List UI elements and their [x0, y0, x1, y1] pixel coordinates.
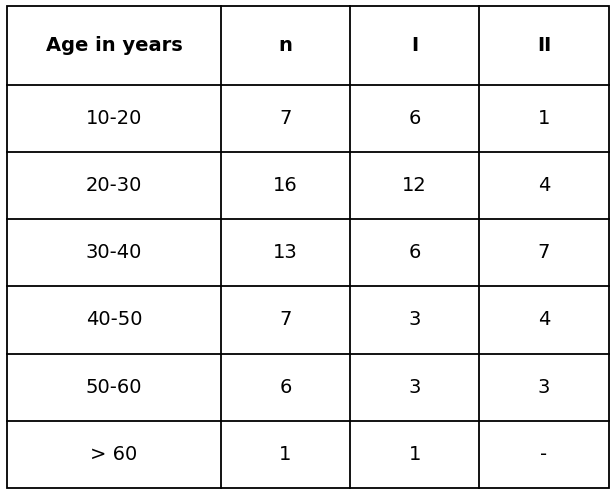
Text: 4: 4: [538, 176, 550, 195]
Text: 6: 6: [408, 243, 421, 262]
Text: I: I: [411, 36, 418, 55]
Text: 3: 3: [408, 310, 421, 329]
Text: 16: 16: [273, 176, 298, 195]
Text: 6: 6: [408, 109, 421, 127]
Text: 3: 3: [408, 378, 421, 397]
Text: -: -: [540, 445, 548, 464]
Text: 30-40: 30-40: [86, 243, 142, 262]
Text: 20-30: 20-30: [86, 176, 142, 195]
Text: n: n: [278, 36, 293, 55]
Text: 6: 6: [279, 378, 291, 397]
Text: 13: 13: [273, 243, 298, 262]
Text: Age in years: Age in years: [46, 36, 182, 55]
Text: 1: 1: [408, 445, 421, 464]
Text: II: II: [537, 36, 551, 55]
Text: 10-20: 10-20: [86, 109, 142, 127]
Text: 50-60: 50-60: [86, 378, 142, 397]
Text: 7: 7: [538, 243, 550, 262]
Text: 1: 1: [538, 109, 550, 127]
Text: 12: 12: [402, 176, 427, 195]
Text: 7: 7: [279, 109, 291, 127]
Text: > 60: > 60: [91, 445, 138, 464]
Text: 7: 7: [279, 310, 291, 329]
Text: 4: 4: [538, 310, 550, 329]
Text: 3: 3: [538, 378, 550, 397]
Text: 1: 1: [279, 445, 291, 464]
Text: 40-50: 40-50: [86, 310, 142, 329]
